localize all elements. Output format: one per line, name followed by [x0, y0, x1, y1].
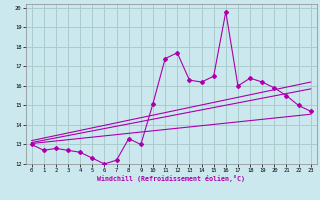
X-axis label: Windchill (Refroidissement éolien,°C): Windchill (Refroidissement éolien,°C) [97, 175, 245, 182]
